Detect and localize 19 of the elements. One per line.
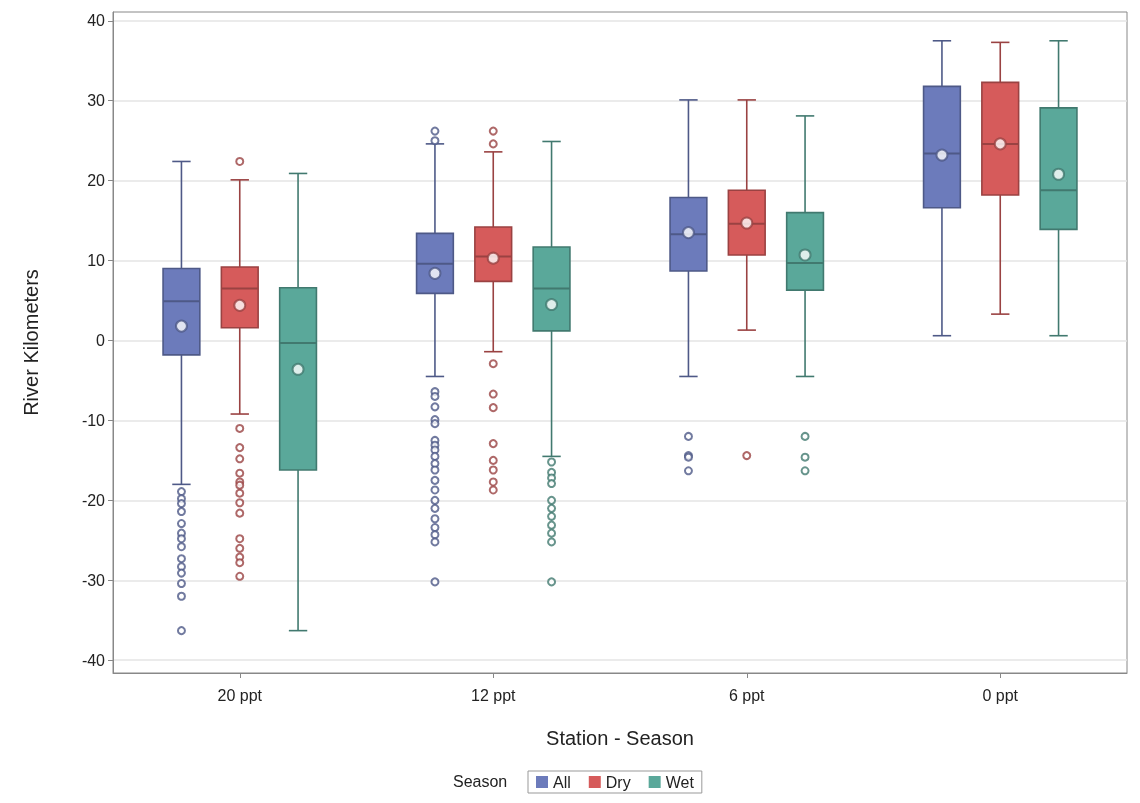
x-tick-label: 0 ppt bbox=[982, 686, 1019, 704]
legend-label: Dry bbox=[605, 773, 631, 791]
y-axis-title: River Kilometers bbox=[20, 269, 42, 416]
y-tick-label: 40 bbox=[87, 12, 106, 30]
y-tick-label: -20 bbox=[81, 491, 106, 509]
x-tick-label: 12 ppt bbox=[471, 686, 517, 704]
y-tick-label: 30 bbox=[87, 92, 106, 110]
x-tick-label: 6 ppt bbox=[728, 686, 766, 704]
y-tick-label: -10 bbox=[81, 411, 106, 429]
y-tick-label: 0 bbox=[96, 332, 106, 349]
x-axis-title: Station - Season bbox=[546, 727, 694, 749]
legend-label: All bbox=[553, 773, 571, 791]
legend-label: Wet bbox=[665, 773, 695, 791]
y-tick-label: -40 bbox=[81, 651, 106, 669]
y-tick-label: 10 bbox=[87, 252, 106, 270]
y-tick-label: -30 bbox=[81, 571, 106, 589]
y-tick-label: 20 bbox=[87, 172, 106, 190]
legend-title: Season bbox=[453, 772, 508, 790]
x-tick-label: 20 ppt bbox=[217, 686, 263, 704]
